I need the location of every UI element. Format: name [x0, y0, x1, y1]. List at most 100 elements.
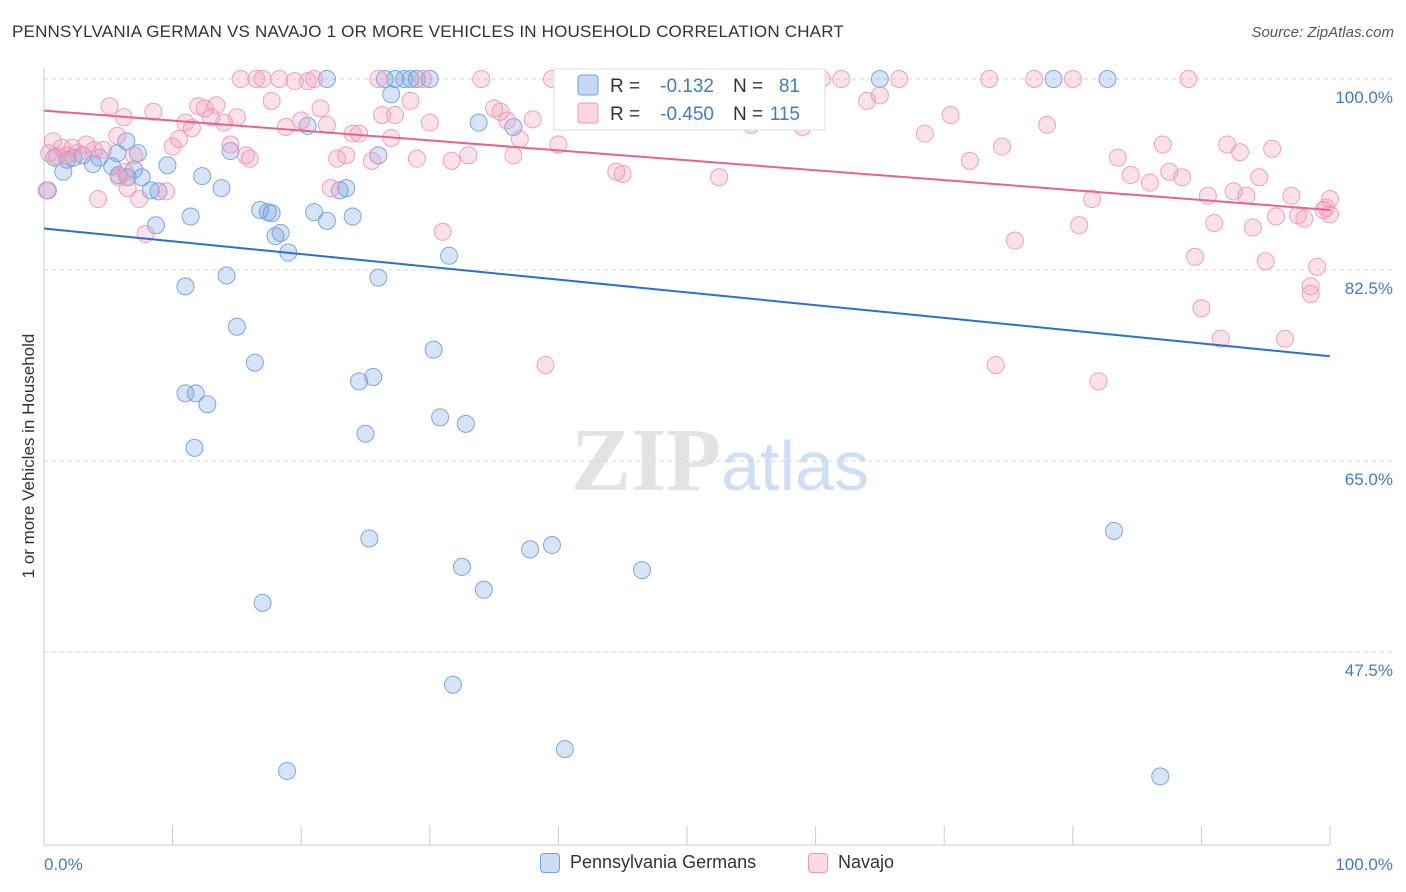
point-pennsylvania-germans	[217, 266, 236, 285]
axes: 0.0% 100.0%	[43, 67, 1393, 874]
point-navajo	[442, 151, 461, 170]
point-navajo	[1005, 231, 1024, 250]
point-navajo	[993, 137, 1012, 156]
point-navajo	[1185, 247, 1204, 266]
point-navajo	[170, 130, 189, 149]
point-pennsylvania-germans	[443, 675, 462, 694]
point-navajo	[613, 164, 632, 183]
point-pennsylvania-germans	[375, 70, 394, 88]
point-pennsylvania-germans	[83, 155, 102, 174]
y-tick-label: 65.0%	[1345, 470, 1393, 489]
point-navajo	[1070, 216, 1089, 235]
point-pennsylvania-germans	[474, 580, 493, 599]
point-navajo	[63, 138, 82, 157]
point-navajo	[1038, 115, 1057, 134]
point-navajo	[144, 102, 163, 121]
point-navajo	[247, 70, 266, 88]
point-navajo	[285, 72, 304, 91]
point-pennsylvania-germans	[305, 203, 324, 222]
point-navajo	[1025, 70, 1044, 88]
point-pennsylvania-germans	[469, 113, 488, 132]
point-pennsylvania-germans	[198, 395, 217, 414]
point-pennsylvania-germans	[278, 761, 297, 780]
point-navajo	[536, 355, 555, 374]
point-navajo	[832, 70, 851, 88]
point-navajo	[980, 70, 999, 88]
point-navajo	[1250, 168, 1269, 187]
point-navajo	[1173, 168, 1192, 187]
point-navajo	[1121, 166, 1140, 185]
point-pennsylvania-germans	[186, 384, 205, 403]
point-navajo	[433, 222, 452, 241]
point-pennsylvania-germans	[117, 132, 136, 151]
stats-r-value: -0.450	[660, 104, 714, 125]
point-navajo	[1063, 70, 1082, 88]
point-pennsylvania-germans	[555, 740, 574, 759]
point-pennsylvania-germans	[1098, 70, 1117, 88]
point-navajo	[89, 190, 108, 209]
point-pennsylvania-germans	[456, 414, 475, 433]
point-navajo	[1321, 205, 1339, 224]
point-navajo	[890, 70, 909, 88]
point-navajo	[915, 124, 934, 143]
point-navajo	[276, 118, 295, 137]
point-pennsylvania-germans	[364, 367, 383, 386]
legend-label-pennsylvania-germans: Pennsylvania Germans	[570, 852, 757, 872]
legend-swatch-navajo	[808, 852, 828, 873]
point-pennsylvania-germans	[227, 317, 246, 336]
point-pennsylvania-germans	[452, 557, 471, 576]
point-navajo	[401, 91, 420, 110]
point-navajo	[549, 135, 568, 154]
stats-r-value: -0.132	[660, 76, 714, 97]
stats-n-label: N =	[733, 104, 763, 125]
legend-item-pennsylvania-germans[interactable]: Pennsylvania Germans	[540, 852, 756, 873]
stats-n-label: N =	[733, 76, 763, 97]
legend-label-navajo: Navajo	[838, 852, 895, 872]
x-tick-label: 100.0%	[1335, 855, 1393, 874]
point-navajo	[189, 97, 208, 116]
point-pennsylvania-germans	[350, 372, 369, 391]
point-navajo	[414, 70, 433, 88]
point-navajo	[960, 151, 979, 170]
point-navajo	[607, 162, 626, 181]
stats-r-label: R =	[610, 76, 640, 97]
point-navajo	[1192, 299, 1211, 318]
point-navajo	[1301, 277, 1320, 296]
point-pennsylvania-germans	[337, 179, 356, 198]
point-navajo	[1089, 372, 1108, 391]
point-navajo	[108, 126, 127, 145]
point-navajo	[1205, 214, 1224, 233]
point-pennsylvania-germans	[542, 536, 561, 555]
point-navajo	[270, 70, 289, 88]
point-navajo	[459, 146, 478, 165]
y-tick-label: 100.0%	[1335, 88, 1393, 107]
point-navajo	[1275, 329, 1294, 348]
point-navajo	[37, 181, 56, 200]
point-navajo	[1266, 207, 1285, 226]
point-pennsylvania-germans	[424, 340, 443, 359]
point-pennsylvania-germans	[193, 167, 212, 186]
point-navajo	[870, 86, 889, 105]
point-navajo	[1263, 139, 1282, 158]
point-navajo	[1301, 285, 1320, 304]
point-navajo	[305, 70, 324, 88]
point-navajo	[373, 106, 392, 125]
point-navajo	[240, 149, 259, 168]
point-navajo	[292, 111, 311, 130]
stats-swatch	[577, 74, 599, 96]
point-pennsylvania-germans	[431, 408, 450, 427]
point-navajo	[94, 140, 113, 159]
point-pennsylvania-germans	[420, 70, 439, 88]
point-pennsylvania-germans	[271, 223, 290, 242]
point-navajo	[130, 190, 149, 209]
data-points	[37, 70, 1339, 786]
stats-legend-box	[553, 68, 826, 131]
point-navajo	[116, 162, 135, 181]
legend-item-navajo[interactable]: Navajo	[808, 852, 894, 873]
point-navajo	[407, 149, 426, 168]
stats-r-label: R =	[610, 104, 640, 125]
point-pennsylvania-germans	[158, 156, 177, 175]
point-pennsylvania-germans	[317, 70, 336, 88]
point-navajo	[221, 135, 240, 154]
point-pennsylvania-germans	[521, 540, 540, 559]
